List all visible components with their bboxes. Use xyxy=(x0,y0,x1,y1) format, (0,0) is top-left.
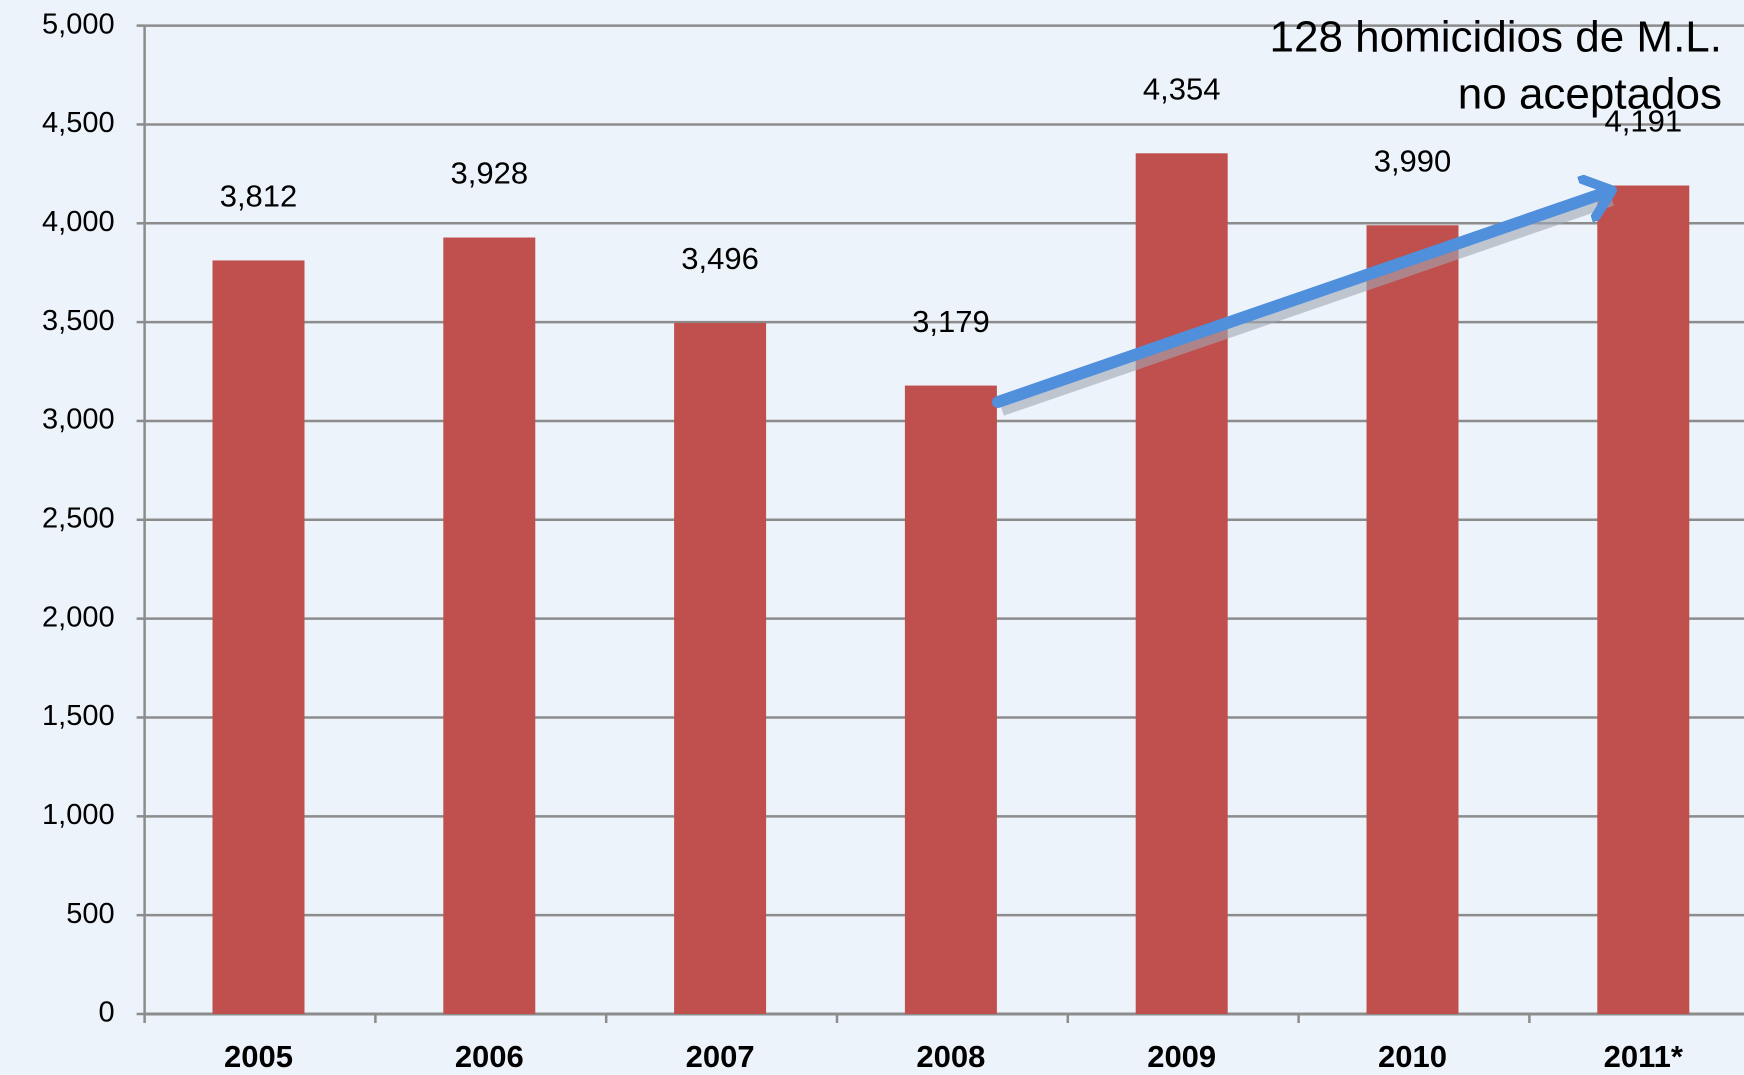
x-tick-label: 2005 xyxy=(224,1039,293,1074)
y-tick-label: 1,000 xyxy=(42,799,115,831)
y-tick-label: 3,500 xyxy=(42,305,115,337)
data-label: 3,179 xyxy=(912,304,990,339)
annotation: no aceptados xyxy=(1458,70,1722,119)
y-tick-label: 2,000 xyxy=(42,601,115,633)
bars xyxy=(212,153,1690,1015)
x-tick-label: 2007 xyxy=(686,1039,755,1074)
bar xyxy=(1366,225,1459,1014)
data-label: 4,354 xyxy=(1143,71,1221,106)
data-label: 3,812 xyxy=(220,179,298,214)
x-tick-label: 2008 xyxy=(916,1039,985,1074)
bar xyxy=(212,260,305,1014)
y-tick-label: 2,500 xyxy=(42,502,115,534)
x-tick-label: 2009 xyxy=(1147,1039,1216,1074)
annotation: 128 homicidios de M.L. xyxy=(1270,13,1722,62)
data-label: 3,990 xyxy=(1374,143,1452,178)
data-label: 4,191 xyxy=(1605,104,1683,139)
arrow-shadow xyxy=(1000,194,1614,416)
x-tick-label: 2006 xyxy=(455,1039,524,1074)
bar xyxy=(1597,185,1690,1014)
bar xyxy=(904,385,997,1014)
bar xyxy=(674,322,767,1014)
x-tick-label: 2011* xyxy=(1604,1039,1684,1074)
y-tick-label: 0 xyxy=(98,997,114,1029)
y-tick-label: 4,000 xyxy=(42,206,115,238)
y-tick-label: 3,000 xyxy=(42,404,115,436)
bar xyxy=(443,237,536,1015)
data-label: 3,496 xyxy=(681,241,759,276)
arrow xyxy=(992,191,1610,408)
x-tick-label: 2010 xyxy=(1378,1039,1447,1074)
bar xyxy=(1135,153,1228,1015)
y-tick-label: 1,500 xyxy=(42,700,115,732)
y-tick-label: 5,000 xyxy=(42,8,115,40)
y-tick-label: 4,500 xyxy=(42,107,115,139)
y-tick-label: 500 xyxy=(66,898,114,930)
data-label: 3,928 xyxy=(451,156,529,191)
